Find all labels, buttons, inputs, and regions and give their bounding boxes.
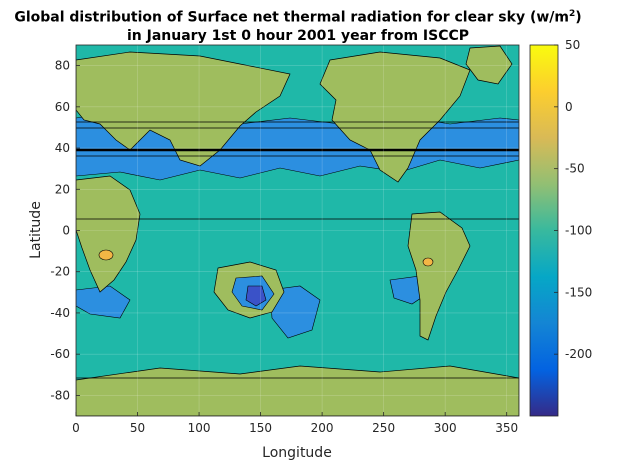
colorbar-tick-label: -100 — [565, 224, 592, 238]
warm-spot-africa — [98, 249, 114, 261]
y-axis-label: Latitude — [28, 201, 44, 259]
x-tick-label: 250 — [372, 421, 395, 435]
warm-spot-south-america — [422, 257, 434, 267]
y-tick-label: -20 — [50, 265, 70, 279]
chart-title: Global distribution of Surface net therm… — [0, 5, 596, 45]
colorbar-tick-label: -150 — [565, 285, 592, 299]
x-tick-label: 300 — [434, 421, 457, 435]
colorbar-tick-label: 0 — [565, 100, 573, 114]
x-tick-label: 0 — [72, 421, 80, 435]
x-tick-label: 50 — [130, 421, 145, 435]
x-tick-label: 350 — [495, 421, 518, 435]
colorbar-tick-label: -50 — [565, 162, 585, 176]
y-tick-label: 20 — [55, 182, 70, 196]
x-tick-label: 200 — [311, 421, 334, 435]
australia-min — [245, 285, 267, 307]
land-africa — [76, 175, 141, 293]
y-tick-label: 80 — [55, 59, 70, 73]
x-axis: 0 50 100 150 200 250 300 350 — [72, 412, 518, 435]
y-axis: -80 -60 -40 -20 0 20 40 60 80 — [50, 59, 80, 402]
title-line-2: in January 1st 0 hour 2001 year from ISC… — [126, 27, 470, 44]
land-greenland — [465, 45, 513, 85]
plot-area — [76, 45, 519, 416]
x-axis-label: Longitude — [262, 445, 332, 461]
y-tick-label: 0 — [62, 224, 70, 238]
land-eurasia — [76, 51, 291, 167]
gridlines — [76, 45, 519, 416]
x-tick-label: 100 — [188, 421, 211, 435]
south-pacific-cold — [269, 285, 321, 339]
y-tick-label: -40 — [50, 306, 70, 320]
land-antarctica — [76, 365, 519, 416]
x-tick-label: 150 — [249, 421, 272, 435]
y-tick-label: -80 — [50, 388, 70, 402]
land-south-america — [407, 211, 471, 341]
colorbar — [529, 44, 559, 417]
colorbar-tick-label: 50 — [565, 38, 580, 52]
title-line-1: Global distribution of Surface net therm… — [14, 9, 582, 26]
y-tick-label: 40 — [55, 141, 70, 155]
land-north-america — [319, 51, 471, 183]
colorbar-ticks: 50 0 -50 -100 -150 -200 — [554, 38, 592, 361]
colorbar-tick-label: -200 — [565, 347, 592, 361]
south-band-cold — [76, 285, 131, 319]
y-tick-label: 60 — [55, 100, 70, 114]
y-tick-label: -60 — [50, 347, 70, 361]
